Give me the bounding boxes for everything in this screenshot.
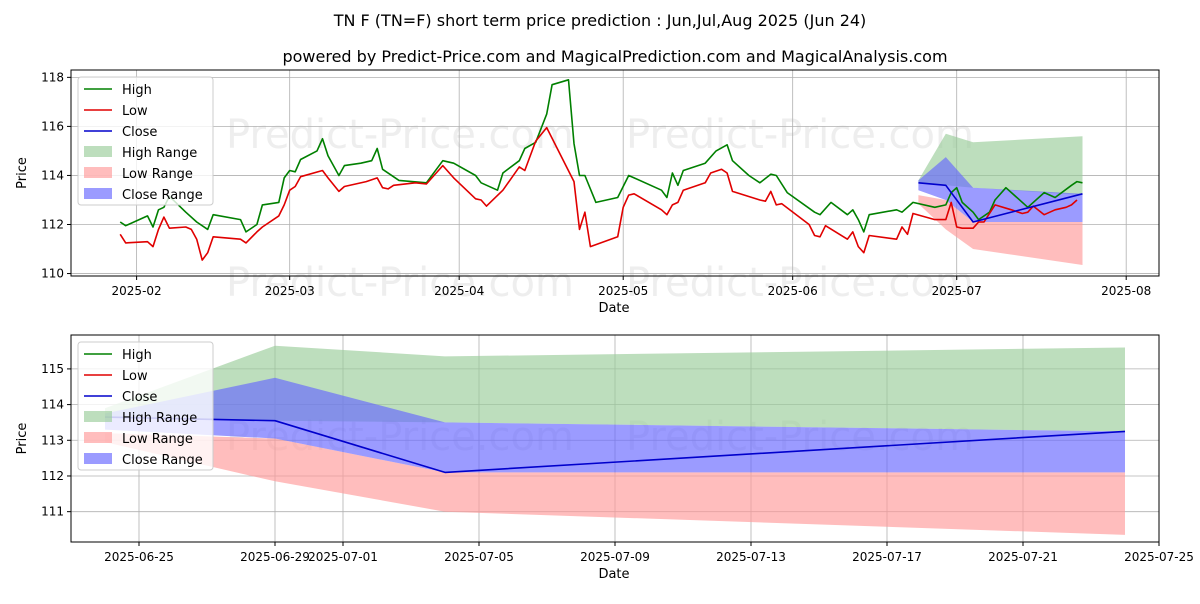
y-tick-label: 113	[41, 433, 64, 447]
legend-label-low-range: Low Range	[122, 432, 193, 447]
legend-label-high-range: High Range	[122, 411, 197, 426]
zoomed-prediction-panel: Predict-Price.comPredict-Price.com2025-0…	[15, 334, 1194, 582]
x-axis-label: Date	[598, 567, 629, 582]
legend-label-close-range: Close Range	[122, 188, 203, 203]
legend-swatch-low-range	[84, 432, 112, 443]
legend-label-close: Close	[122, 390, 157, 405]
x-axis-label: Date	[598, 301, 629, 316]
x-tick-label: 2025-07	[932, 284, 982, 298]
y-tick-label: 112	[41, 218, 64, 232]
legend-label-high-range: High Range	[122, 146, 197, 161]
x-tick-label: 2025-07-13	[716, 550, 786, 564]
series-line-low	[119, 126, 1078, 261]
band-close-range	[105, 377, 1125, 473]
band-low-range	[105, 433, 1125, 535]
y-axis-label: Price	[15, 423, 30, 455]
x-tick-label: 2025-07-01	[308, 550, 378, 564]
series-line-high	[119, 79, 1083, 233]
legend-label-high: High	[122, 83, 152, 98]
x-tick-label: 2025-08	[1101, 284, 1151, 298]
x-tick-label: 2025-06-25	[104, 550, 174, 564]
y-tick-label: 111	[41, 505, 64, 519]
legend: High Low Close High Range Low Range Close Ran…	[77, 76, 214, 206]
y-tick-label: 110	[41, 267, 64, 281]
x-tick-label: 2025-06-29	[240, 550, 310, 564]
legend-label-low: Low	[122, 104, 148, 119]
chart-title: TN F (TN=F) short term price prediction …	[333, 11, 867, 30]
legend-label-low-range: Low Range	[122, 167, 193, 182]
x-tick-label: 2025-07-09	[580, 550, 650, 564]
legend-swatch-close-range	[84, 453, 112, 464]
axes-frame	[70, 69, 1160, 277]
x-tick-label: 2025-07-05	[444, 550, 514, 564]
band-low-range	[918, 195, 1083, 265]
x-tick-label: 2025-07-25	[1124, 550, 1194, 564]
y-axis-label: Price	[15, 157, 30, 189]
plot-area	[104, 345, 1126, 535]
x-tick-label: 2025-02	[112, 284, 162, 298]
watermark-text: Predict-Price.com	[226, 260, 574, 306]
x-tick-label: 2025-07-21	[988, 550, 1058, 564]
legend-swatch-high-range	[84, 411, 112, 422]
chart-subtitle: powered by Predict-Price.com and Magical…	[282, 47, 947, 66]
y-tick-label: 118	[41, 70, 64, 84]
y-tick-label: 114	[41, 398, 64, 412]
legend-label-low: Low	[122, 369, 148, 384]
y-tick-label: 116	[41, 119, 64, 133]
band-close-range	[918, 157, 1083, 222]
watermark-text: Predict-Price.com	[626, 260, 974, 306]
watermark-text: Predict-Price.com	[226, 112, 574, 158]
x-tick-label: 2025-07-17	[852, 550, 922, 564]
x-tick-label: 2025-03	[265, 284, 315, 298]
legend-swatch-high-range	[84, 146, 112, 157]
y-tick-label: 114	[41, 168, 64, 182]
x-tick-label: 2025-05	[598, 284, 648, 298]
y-tick-label: 115	[41, 362, 64, 376]
legend-label-high: High	[122, 348, 152, 363]
legend-swatch-low-range	[84, 167, 112, 178]
legend-label-close-range: Close Range	[122, 453, 203, 468]
x-tick-label: 2025-04	[434, 284, 484, 298]
legend: High Low Close High Range Low Range Close Ran…	[77, 341, 214, 471]
main-price-panel: Predict-Price.com Predict-Price.com Predic…	[15, 69, 1160, 316]
series-line-close	[918, 182, 1083, 223]
y-tick-label: 112	[41, 469, 64, 483]
watermark-text: Predict-Price.com	[626, 112, 974, 158]
legend-swatch-close-range	[84, 188, 112, 199]
x-tick-label: 2025-06	[768, 284, 818, 298]
plot-area	[119, 79, 1083, 265]
legend-label-close: Close	[122, 125, 157, 140]
